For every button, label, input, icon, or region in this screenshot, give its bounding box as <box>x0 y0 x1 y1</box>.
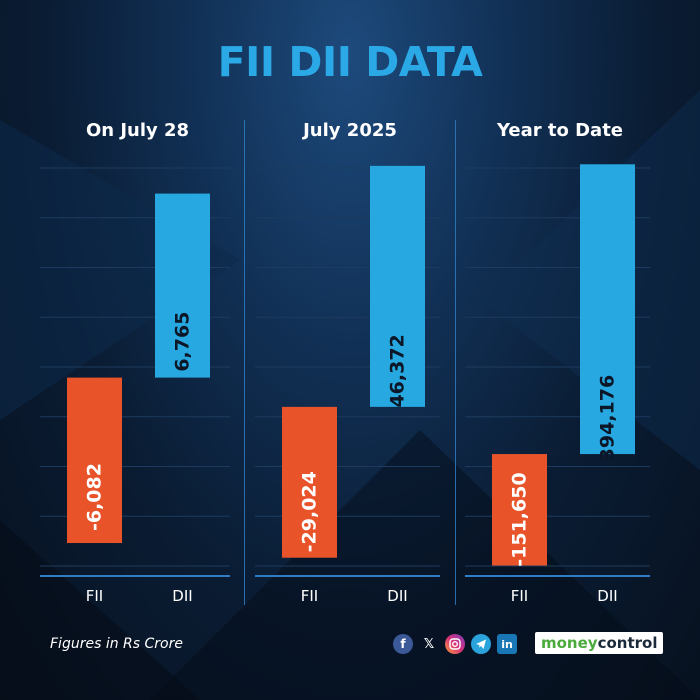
category-label: FII <box>86 587 103 605</box>
linkedin-icon[interactable]: in <box>497 634 517 654</box>
chart-title: July 2025 <box>303 120 397 141</box>
page-title: FII DII DATA <box>217 38 483 86</box>
category-label: FII <box>301 587 318 605</box>
bar-fii <box>492 454 547 566</box>
bar-chart: -151,650 FII 394,176 DII <box>465 164 650 605</box>
bar-chart: -6,082 FII 6,765 DII <box>40 167 230 605</box>
category-label: FII <box>511 587 528 605</box>
bar-fii <box>282 406 337 558</box>
data-label: -151,650 <box>509 472 531 566</box>
instagram-icon[interactable] <box>445 634 465 654</box>
chart-title: Year to Date <box>496 120 624 141</box>
data-label: 46,372 <box>387 334 409 407</box>
category-label: DII <box>597 587 617 605</box>
data-label: 394,176 <box>597 375 619 462</box>
panel-divider <box>455 120 456 605</box>
x-icon[interactable]: 𝕏 <box>423 636 435 652</box>
bar-chart: -29,024 FII 46,372 DII <box>255 165 440 605</box>
bar-dii <box>370 165 425 407</box>
bar-dii <box>580 164 635 455</box>
units-footnote: Figures in Rs Crore <box>50 636 183 652</box>
chart-panel-on-july-28: On July 28 -6,082 FII 6,765 DII <box>40 0 235 700</box>
data-label: -6,082 <box>84 463 106 531</box>
bar-dii <box>155 193 210 378</box>
category-label: DII <box>387 587 407 605</box>
chart-panel-july-2025: July 2025 -29,024 FII 46,372 DII <box>255 0 445 700</box>
chart-panel-year-to-date: Year to Date -151,650 FII 394,176 DII <box>465 0 655 700</box>
data-label: 6,765 <box>172 312 194 372</box>
panel-divider <box>244 120 245 605</box>
facebook-icon[interactable]: f <box>393 634 413 654</box>
moneycontrol-logo: moneycontrol <box>535 632 664 654</box>
telegram-icon[interactable] <box>471 634 491 654</box>
data-label: -29,024 <box>299 471 321 552</box>
bar-fii <box>67 377 122 544</box>
social-icons: f 𝕏 in <box>393 634 517 654</box>
category-label: DII <box>172 587 192 605</box>
chart-title: On July 28 <box>85 120 190 141</box>
